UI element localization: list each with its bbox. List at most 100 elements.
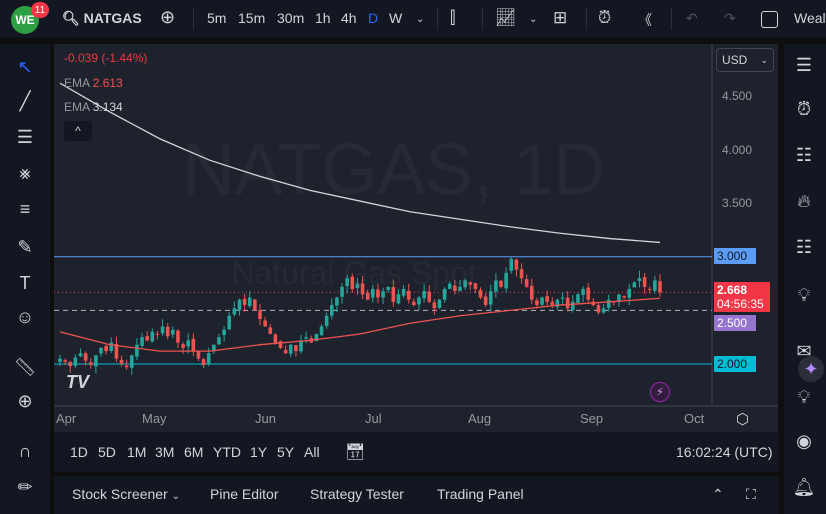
interval-w[interactable]: W [389,10,403,26]
magnet-icon[interactable]: ∩ [18,440,32,461]
broadcast-icon[interactable]: ◉ [796,430,812,451]
last-price: 2.668 [717,283,748,297]
redo-icon[interactable]: ↷ [724,10,736,26]
watchlist-label[interactable]: Wealt [794,10,826,26]
chat-icon[interactable]: ✉ [796,340,812,361]
hotlist-icon[interactable]: 🔥︎ [797,190,811,211]
strategy-tester-tab[interactable]: Strategy Tester [310,486,404,502]
candle-body [294,345,298,352]
stock-screener-tab[interactable]: Stock Screener ⌄ [72,486,180,502]
drawing-toolbar: ↖ ╱ ☰ ⨳ ≡ ✎ T ☺ 📏︎ ⊕ ∩ ✏ [0,44,50,514]
candle-body [191,338,196,352]
candle-body [432,302,437,309]
chart-pane[interactable]: NATGAS, 1D Natural Gas Spot -0.039 (-1.4… [54,44,778,432]
layout-icon[interactable]: ⊞ [553,8,568,27]
fib-icon[interactable]: ≡ [19,198,31,219]
zoom-icon[interactable]: ⊕ [17,390,33,411]
watchlist-icon[interactable]: ☰ [795,54,813,75]
range-all[interactable]: All [304,444,320,460]
candle-body [242,298,247,306]
ema-value: 2.613 [92,76,123,90]
replay-icon[interactable]: 《 [638,12,652,28]
lock-drawings-icon[interactable]: ✏ [17,476,33,497]
currency-select[interactable]: USD ⌄ [716,48,774,72]
notification-badge: 11 [31,2,49,18]
trading-panel-tab[interactable]: Trading Panel [437,486,524,502]
brush-icon[interactable]: ✎ [17,236,33,257]
candle-body [63,360,67,362]
range-1d[interactable]: 1D [70,444,88,460]
range-5d[interactable]: 5D [98,444,116,460]
candle-body [304,337,308,339]
ideas-icon[interactable]: 💡︎ [797,284,811,305]
last-price-tag: 2.668 04:56:35 [714,282,770,312]
chart-settings-icon[interactable]: ⬡ [736,411,750,428]
candle-body [145,336,149,341]
news-icon[interactable]: ☷ [795,144,813,165]
candle-body [73,357,78,366]
add-symbol-icon[interactable]: ⊕ [160,7,176,27]
candle-body [447,283,452,289]
mid-price-tag: 2.500 [714,315,756,331]
pine-editor-tab[interactable]: Pine Editor [210,486,279,502]
maximize-icon[interactable]: ⛶ [746,486,756,502]
ruler-icon[interactable]: 📏︎ [13,356,37,377]
range-ytd[interactable]: YTD [213,444,241,460]
cursor-icon[interactable]: ↖ [17,56,33,77]
x-tick: May [142,411,167,426]
streams-icon[interactable]: 💡︎ [797,386,811,407]
range-6m[interactable]: 6M [184,444,204,460]
interval-4h[interactable]: 4h [341,10,357,26]
calendar-icon[interactable]: ☷ [795,236,813,257]
range-1y[interactable]: 1Y [250,444,268,460]
emoji-icon[interactable]: ☺ [15,306,35,327]
alarm-clock-icon[interactable]: ⏰︎ [796,98,812,119]
interval-5m[interactable]: 5m [207,10,227,26]
interval-1h[interactable]: 1h [315,10,331,26]
candle-body [488,291,493,305]
interval-30m[interactable]: 30m [277,10,305,26]
price-chart[interactable]: NATGAS, 1D Natural Gas Spot [54,44,778,432]
candle-body [509,258,514,271]
change-readout: -0.039 (-1.44%) [64,51,148,65]
clock-readout[interactable]: 16:02:24 (UTC) [676,444,773,460]
range-5y[interactable]: 5Y [277,444,295,460]
lightning-icon[interactable]: ⚡︎ [650,382,670,402]
candle-body [68,361,73,367]
chevron-up-icon[interactable]: ⌃ [712,486,724,502]
candle-body [196,350,201,359]
chevron-down-icon[interactable]: ⌄ [529,14,538,25]
collapse-legend-button[interactable]: ^ [64,121,92,141]
checkbox-icon[interactable] [761,11,778,28]
candle-body [653,280,657,291]
candle-body [478,289,483,298]
range-3m[interactable]: 3M [155,444,175,460]
pattern-icon[interactable]: ⨳ [19,162,31,183]
ema-fast-legend[interactable]: EMA 2.613 [64,76,123,90]
ema-slow-legend[interactable]: EMA 3.134 [64,100,123,114]
candle-body [129,355,134,368]
undo-icon[interactable]: ↶ [686,10,698,26]
sparkle-icon[interactable]: ✦ [798,356,824,382]
candle-body [329,305,334,316]
candles-icon[interactable]: ⫿ [450,8,456,27]
chevron-down-icon: ⌄ [171,491,180,502]
indicators-icon[interactable]: 📈︎ [495,8,517,27]
goto-date-icon[interactable]: 📅︎ [345,444,366,461]
chevron-down-icon[interactable]: ⌄ [416,14,425,25]
interval-d[interactable]: D [368,10,379,26]
notifications-icon[interactable]: 🔔︎ [792,476,816,497]
candle-body [453,285,457,292]
candle-body [499,280,503,287]
symbol-search[interactable]: 🔍︎ NATGAS [62,10,142,27]
trend-line-icon[interactable]: ╱ [19,90,31,111]
horizontal-lines-icon[interactable]: ☰ [16,126,34,147]
candle-body [340,286,344,297]
interval-15m[interactable]: 15m [238,10,266,26]
ema-fast-line [59,297,661,352]
text-icon[interactable]: T [19,272,31,293]
search-icon: 🔍︎ [62,10,80,26]
alarm-icon[interactable]: ⏰︎ [598,8,612,27]
range-1m[interactable]: 1M [127,444,147,460]
candle-body [504,272,508,289]
